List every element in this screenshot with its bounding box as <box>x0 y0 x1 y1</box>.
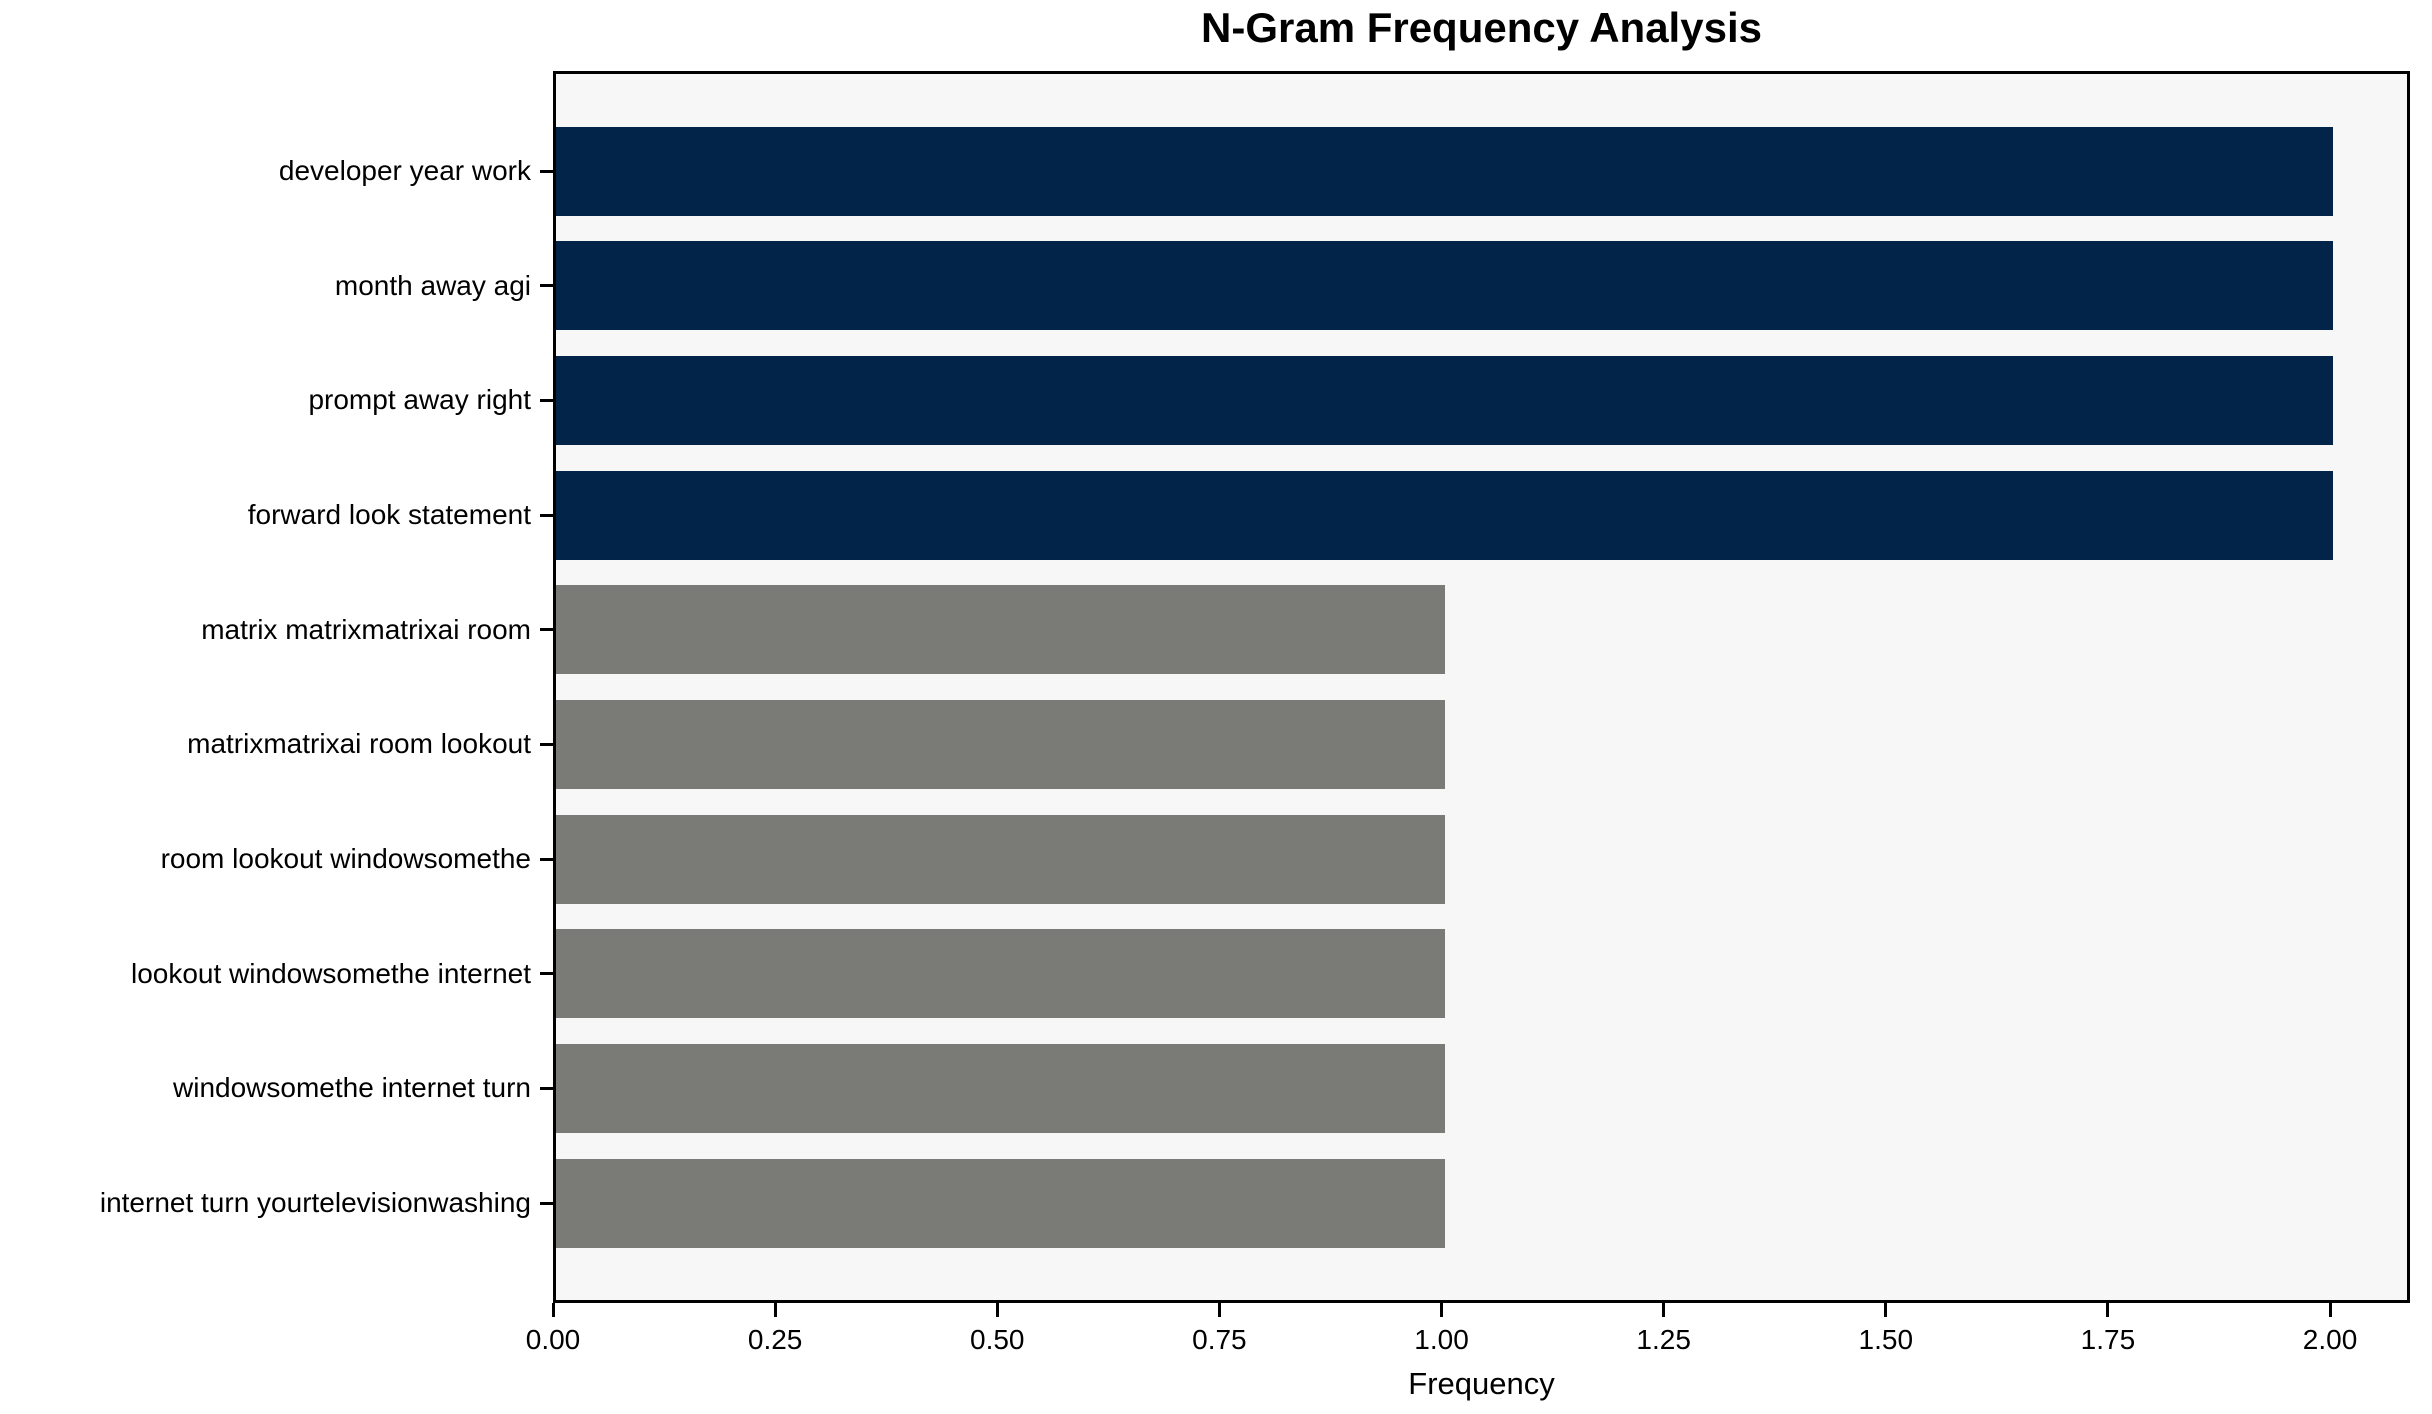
y-tick-label: internet turn yourtelevisionwashing <box>99 1187 531 1218</box>
x-tick-mark <box>995 1303 999 1317</box>
x-tick-mark <box>1662 1303 1666 1317</box>
y-tick-label: developer year work <box>278 155 531 186</box>
bar <box>556 585 1445 675</box>
x-tick-mark <box>1440 1303 1444 1317</box>
x-tick-label: 0.50 <box>970 1324 1025 1355</box>
x-tick-mark <box>551 1303 555 1317</box>
bar <box>556 241 2333 331</box>
y-tick-label: matrix matrixmatrixai room <box>201 613 531 645</box>
chart-title: N-Gram Frequency Analysis <box>1201 4 1762 51</box>
y-tick-mark <box>540 513 553 517</box>
x-tick-label: 0.00 <box>525 1324 581 1355</box>
y-tick-label: forward look statement <box>247 499 531 530</box>
y-tick-label: month away agi <box>334 269 531 301</box>
x-tick-label: 1.00 <box>1414 1324 1469 1355</box>
y-tick-mark <box>540 169 553 173</box>
y-tick-label: matrixmatrixai room lookout <box>187 728 531 760</box>
x-tick-label: 1.75 <box>2080 1324 2136 1355</box>
y-tick-mark <box>540 972 553 976</box>
bar <box>556 355 2333 445</box>
bar <box>556 470 2333 560</box>
x-tick-label: 0.75 <box>1192 1324 1247 1355</box>
x-tick-mark <box>1217 1303 1221 1317</box>
bar <box>556 1043 1445 1133</box>
bar <box>556 814 1445 904</box>
y-tick-mark <box>540 284 553 288</box>
bar <box>556 1158 1445 1248</box>
plot-area <box>553 71 2410 1303</box>
y-tick-label: windowsomethe internet turn <box>173 1072 531 1104</box>
y-tick-label: lookout windowsomethe internet <box>130 957 531 989</box>
x-axis-label: Frequency <box>1408 1366 1555 1401</box>
x-tick-label: 0.25 <box>747 1324 803 1355</box>
y-tick-mark <box>540 398 553 402</box>
y-tick-mark <box>540 628 553 632</box>
x-tick-label: 1.50 <box>1858 1324 1914 1355</box>
y-tick-mark <box>540 1201 553 1205</box>
y-tick-mark <box>540 857 553 861</box>
bar <box>556 929 1445 1019</box>
y-tick-label: prompt away right <box>308 384 531 416</box>
bar <box>556 126 2333 216</box>
x-tick-label: 1.25 <box>1636 1324 1691 1355</box>
x-tick-mark <box>2328 1303 2332 1317</box>
bar <box>556 699 1445 789</box>
y-tick-mark <box>540 1086 553 1090</box>
x-tick-mark <box>773 1303 777 1317</box>
y-tick-label: room lookout windowsomethe <box>160 843 531 874</box>
x-tick-mark <box>2106 1303 2110 1317</box>
x-tick-label: 2.00 <box>2302 1324 2358 1355</box>
y-tick-mark <box>540 742 553 746</box>
x-tick-mark <box>1884 1303 1888 1317</box>
